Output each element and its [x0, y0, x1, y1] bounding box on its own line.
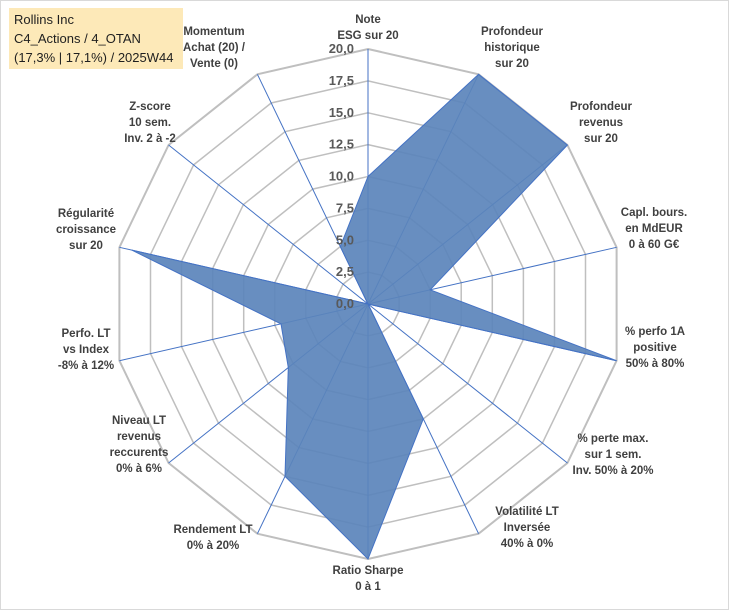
axis-label-line: Momentum [183, 26, 244, 38]
axis-label: Profondeur revenus sur 20 [570, 101, 632, 145]
axis-label-line: Inv. 2 à -2 [124, 133, 176, 145]
tick-label: 0,0 [336, 296, 354, 311]
tick-label: 20,0 [329, 41, 354, 56]
axis-label-line: % perte max. [578, 433, 649, 445]
axis-label-line: -8% à 12% [58, 360, 114, 372]
axis-label: Volatilité LT Inversée 40% à 0% [495, 506, 558, 550]
axis-label-line: positive [633, 342, 676, 354]
axis-label-line: sur 20 [495, 58, 529, 70]
axis-label-line: ESG sur 20 [337, 30, 398, 42]
radar-tick-labels: 0,0 2,5 5,0 7,5 10,0 12,5 15,0 17,5 20,0 [329, 41, 354, 311]
axis-label-line: Régularité [58, 208, 114, 220]
axis-label-line: reccurents [110, 447, 169, 459]
axis-label-line: sur 1 sem. [585, 449, 642, 461]
axis-label-line: Perfo. LT [62, 328, 111, 340]
axis-label-line: 0 à 60 G€ [629, 239, 680, 251]
axis-label-line: % perfo 1A [625, 326, 685, 338]
axis-label-line: Rendement LT [173, 524, 252, 536]
axis-label: Capl. bours. en MdEUR 0 à 60 G€ [621, 207, 687, 251]
axis-label-line: Profondeur [481, 26, 543, 38]
axis-label: Profondeur historique sur 20 [481, 26, 543, 70]
radar-axis-labels: Note ESG sur 20 Profondeur historique sur 20… [56, 14, 687, 593]
axis-label-line: sur 20 [584, 133, 618, 145]
axis-label: Ratio Sharpe 0 à 1 [333, 565, 404, 593]
axis-label-line: croissance [56, 224, 116, 236]
radar-series [131, 73, 617, 560]
axis-label-line: revenus [117, 431, 161, 443]
axis-label-line: Capl. bours. [621, 207, 687, 219]
axis-label-line: Volatilité LT [495, 506, 558, 518]
axis-label-line: historique [484, 42, 540, 54]
tick-label: 2,5 [336, 264, 354, 279]
axis-spoke [168, 144, 369, 305]
axis-label: Rendement LT 0% à 20% [173, 524, 252, 552]
axis-label-line: sur 20 [69, 240, 103, 252]
axis-label: Niveau LT revenus reccurents 0% à 6% [110, 415, 169, 475]
axis-label: Régularité croissance sur 20 [56, 208, 116, 252]
axis-label-line: Inv. 50% à 20% [573, 465, 654, 477]
axis-label-line: 10 sem. [129, 117, 171, 129]
title-stats: (17,3% | 17,1%) / 2025W44 [14, 50, 174, 65]
axis-label-line: Note [355, 14, 381, 26]
axis-label-line: Profondeur [570, 101, 632, 113]
title-company: Rollins Inc [14, 12, 74, 27]
axis-label: Momentum Achat (20) / Vente (0) [183, 26, 246, 70]
axis-label-line: 0% à 6% [116, 463, 162, 475]
axis-label: Z-score 10 sem. Inv. 2 à -2 [124, 101, 176, 145]
series-area [131, 73, 617, 560]
tick-label: 15,0 [329, 105, 354, 120]
axis-label-line: Achat (20) / [183, 42, 246, 54]
axis-label: % perfo 1A positive 50% à 80% [625, 326, 685, 370]
axis-label-line: 40% à 0% [501, 538, 553, 550]
axis-label-line: Niveau LT [112, 415, 166, 427]
tick-label: 17,5 [329, 73, 354, 88]
axis-label: % perte max. sur 1 sem. Inv. 50% à 20% [573, 433, 654, 477]
axis-label-line: Z-score [129, 101, 171, 113]
axis-label-line: en MdEUR [625, 223, 683, 235]
tick-label: 12,5 [329, 137, 354, 152]
title-category: C4_Actions / 4_OTAN [14, 31, 141, 46]
axis-label-line: Inversée [504, 522, 551, 534]
axis-label-line: 50% à 80% [626, 358, 685, 370]
axis-label-line: vs Index [63, 344, 110, 356]
axis-label-line: Ratio Sharpe [333, 565, 404, 577]
axis-label-line: 0 à 1 [355, 581, 381, 593]
axis-spoke [367, 303, 568, 464]
tick-label: 7,5 [336, 200, 354, 215]
axis-label: Perfo. LT vs Index -8% à 12% [58, 328, 114, 372]
chart-title-box: Rollins Inc C4_Actions / 4_OTAN (17,3% |… [9, 8, 183, 69]
axis-label-line: revenus [579, 117, 623, 129]
tick-label: 5,0 [336, 232, 354, 247]
tick-label: 10,0 [329, 169, 354, 184]
axis-label-line: 0% à 20% [187, 540, 239, 552]
axis-label: Note ESG sur 20 [337, 14, 398, 42]
axis-label-line: Vente (0) [190, 58, 238, 70]
